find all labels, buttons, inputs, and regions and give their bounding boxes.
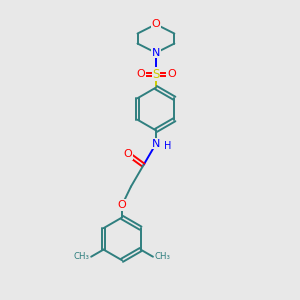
Text: N: N	[152, 48, 160, 58]
Text: O: O	[136, 69, 145, 79]
Text: O: O	[167, 69, 176, 79]
Text: CH₃: CH₃	[154, 252, 170, 261]
Text: O: O	[152, 19, 160, 29]
Text: N: N	[152, 139, 160, 149]
Text: O: O	[118, 200, 126, 210]
Text: CH₃: CH₃	[74, 252, 90, 261]
Text: H: H	[164, 140, 172, 151]
Text: O: O	[124, 149, 132, 159]
Text: S: S	[152, 68, 160, 81]
